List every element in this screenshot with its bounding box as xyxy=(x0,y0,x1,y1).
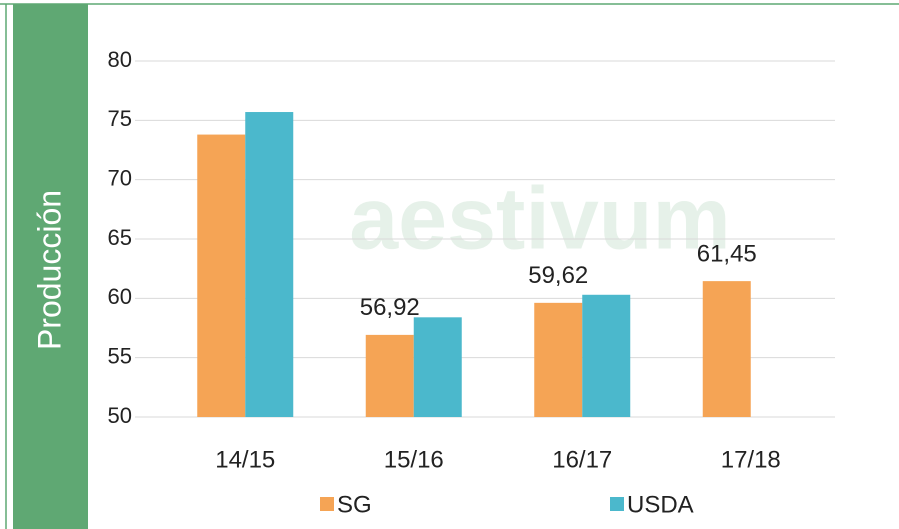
bar xyxy=(413,317,462,417)
y-axis-label: Producción xyxy=(31,190,67,350)
y-tick-label: 70 xyxy=(108,165,132,190)
data-label: 59,62 xyxy=(528,262,588,289)
bar xyxy=(702,281,751,417)
watermark: aestivum xyxy=(349,168,731,267)
y-tick-label: 80 xyxy=(108,47,132,72)
bar xyxy=(582,294,631,417)
y-tick-label: 60 xyxy=(108,284,132,309)
axis-band xyxy=(13,4,88,529)
x-tick-label: 16/17 xyxy=(552,446,612,473)
legend-label: SG xyxy=(337,491,372,518)
x-tick-label: 14/15 xyxy=(215,446,275,473)
y-tick-label: 75 xyxy=(108,106,132,131)
bar xyxy=(245,112,294,417)
x-tick-label: 17/18 xyxy=(721,446,781,473)
y-tick-label: 55 xyxy=(108,343,132,368)
bar xyxy=(197,134,246,417)
data-label: 61,45 xyxy=(697,240,757,267)
y-tick-label: 50 xyxy=(108,403,132,428)
legend-swatch xyxy=(610,497,624,511)
y-tick-label: 65 xyxy=(108,225,132,250)
legend-swatch xyxy=(320,497,334,511)
x-tick-label: 15/16 xyxy=(384,446,444,473)
legend-label: USDA xyxy=(627,491,694,518)
data-label: 56,92 xyxy=(360,294,420,321)
bar xyxy=(365,334,414,417)
bar xyxy=(534,302,583,417)
